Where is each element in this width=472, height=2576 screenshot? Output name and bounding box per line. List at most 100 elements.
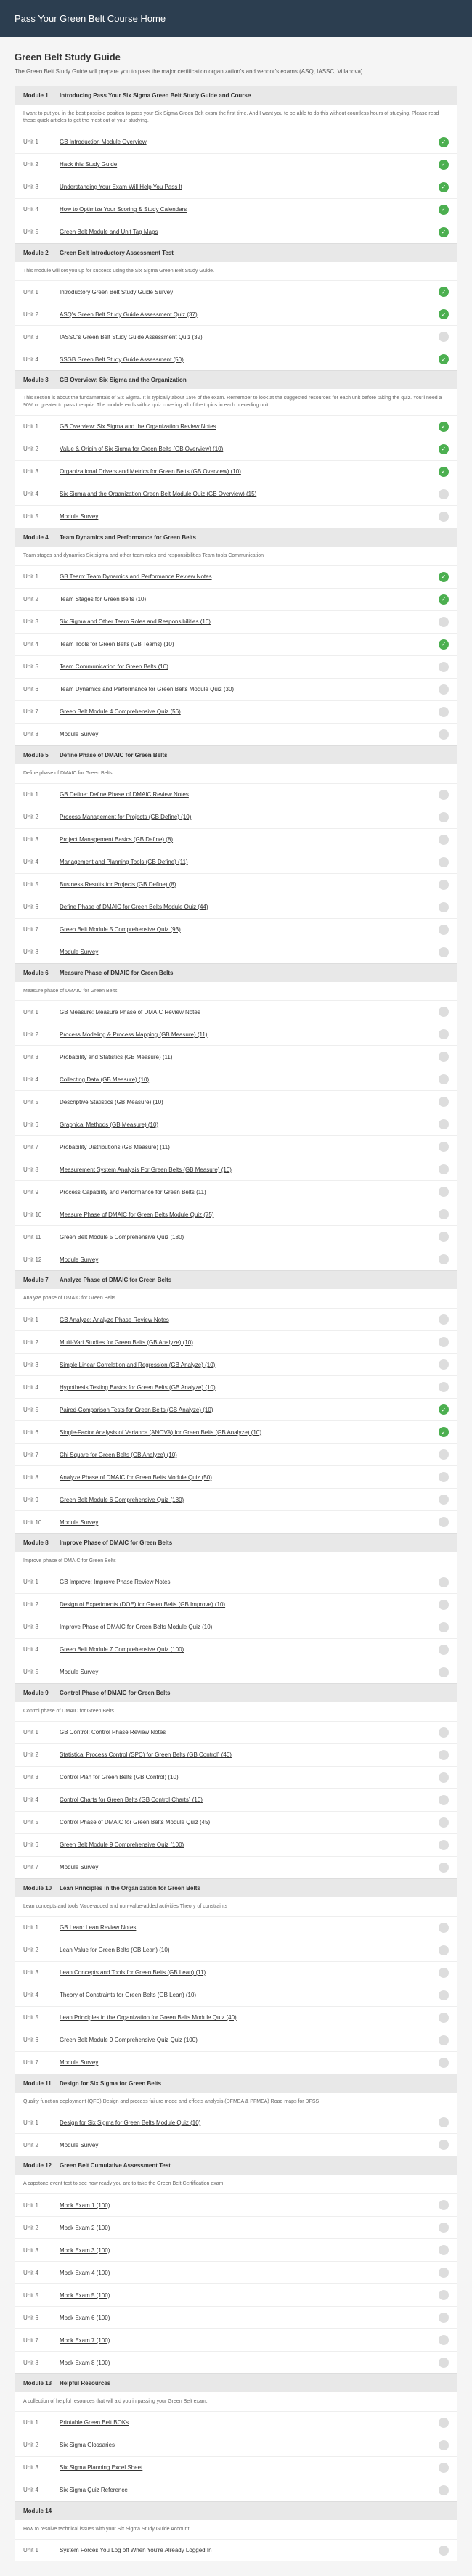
module-header[interactable]: Module 14 <box>15 2501 457 2520</box>
unit-link[interactable]: Control Phase of DMAIC for Green Belts M… <box>60 1819 439 1825</box>
unit-link[interactable]: GB Improve: Improve Phase Review Notes <box>60 1579 439 1585</box>
unit-link[interactable]: Process Modeling & Process Mapping (GB M… <box>60 1031 439 1038</box>
unit-link[interactable]: Mock Exam 2 (100) <box>60 2225 439 2231</box>
unit-link[interactable]: Process Capability and Performance for G… <box>60 1189 439 1195</box>
unit-link[interactable]: How to Optimize Your Scoring & Study Cal… <box>60 206 439 213</box>
unit-link[interactable]: Lean Principles in the Organization for … <box>60 2014 439 2021</box>
unit-link[interactable]: Team Tools for Green Belts (GB Teams) (1… <box>60 641 439 647</box>
unit-link[interactable]: GB Measure: Measure Phase of DMAIC Revie… <box>60 1009 439 1015</box>
unit-link[interactable]: Green Belt Module 5 Comprehensive Quiz (… <box>60 1234 439 1240</box>
module-header[interactable]: Module 7Analyze Phase of DMAIC for Green… <box>15 1270 457 1289</box>
unit-link[interactable]: Hack this Study Guide <box>60 161 439 168</box>
unit-link[interactable]: Business Results for Projects (GB Define… <box>60 881 439 888</box>
unit-link[interactable]: GB Define: Define Phase of DMAIC Review … <box>60 791 439 798</box>
unit-link[interactable]: Lean Value for Green Belts (GB Lean) (10… <box>60 1947 439 1953</box>
unit-link[interactable]: Project Management Basics (GB Define) (8… <box>60 836 439 843</box>
unit-link[interactable]: Mock Exam 3 (100) <box>60 2247 439 2254</box>
module-header[interactable]: Module 11Design for Six Sigma for Green … <box>15 2074 457 2093</box>
unit-link[interactable]: Six Sigma Quiz Reference <box>60 2487 439 2493</box>
module-header[interactable]: Module 1Introducing Pass Your Six Sigma … <box>15 86 457 105</box>
module-header[interactable]: Module 2Green Belt Introductory Assessme… <box>15 243 457 262</box>
unit-link[interactable]: Green Belt Module and Unit Tag Maps <box>60 229 439 235</box>
unit-link[interactable]: Improve Phase of DMAIC for Green Belts M… <box>60 1624 439 1630</box>
unit-link[interactable]: Six Sigma Planning Excel Sheet <box>60 2464 439 2471</box>
unit-link[interactable]: Module Survey <box>60 1519 439 1526</box>
unit-link[interactable]: Simple Linear Correlation and Regression… <box>60 1362 439 1368</box>
unit-link[interactable]: Module Survey <box>60 513 439 520</box>
unit-link[interactable]: Value & Origin of Six Sigma for Green Be… <box>60 446 439 452</box>
unit-link[interactable]: Probability and Statistics (GB Measure) … <box>60 1054 439 1060</box>
unit-link[interactable]: Green Belt Module 5 Comprehensive Quiz (… <box>60 926 439 933</box>
unit-link[interactable]: Lean Concepts and Tools for Green Belts … <box>60 1969 439 1976</box>
unit-link[interactable]: Introductory Green Belt Study Guide Surv… <box>60 289 439 295</box>
unit-link[interactable]: Module Survey <box>60 2059 439 2066</box>
unit-link[interactable]: Green Belt Module 4 Comprehensive Quiz (… <box>60 708 439 715</box>
unit-link[interactable]: Module Survey <box>60 731 439 737</box>
unit-link[interactable]: GB Overview: Six Sigma and the Organizat… <box>60 423 439 430</box>
module-header[interactable]: Module 4Team Dynamics and Performance fo… <box>15 528 457 547</box>
unit-link[interactable]: Single-Factor Analysis of Variance (ANOV… <box>60 1429 439 1436</box>
unit-link[interactable]: Six Sigma and Other Team Roles and Respo… <box>60 618 439 625</box>
unit-link[interactable]: Descriptive Statistics (GB Measure) (10) <box>60 1099 439 1105</box>
unit-link[interactable]: Mock Exam 8 (100) <box>60 2360 439 2366</box>
unit-link[interactable]: Graphical Methods (GB Measure) (10) <box>60 1121 439 1128</box>
unit-link[interactable]: Statistical Process Control (SPC) for Gr… <box>60 1751 439 1758</box>
unit-link[interactable]: Mock Exam 6 (100) <box>60 2315 439 2321</box>
unit-link[interactable]: Paired-Comparison Tests for Green Belts … <box>60 1407 439 1413</box>
unit-link[interactable]: GB Lean: Lean Review Notes <box>60 1924 439 1931</box>
unit-link[interactable]: Design for Six Sigma for Green Belts Mod… <box>60 2119 439 2126</box>
unit-link[interactable]: SSGB Green Belt Study Guide Assessment (… <box>60 356 439 363</box>
unit-link[interactable]: System Forces You Log off When You're Al… <box>60 2547 439 2553</box>
module-header[interactable]: Module 13Helpful Resources <box>15 2373 457 2392</box>
unit-link[interactable]: GB Team: Team Dynamics and Performance R… <box>60 573 439 580</box>
unit-link[interactable]: Six Sigma and the Organization Green Bel… <box>60 491 439 497</box>
unit-link[interactable]: Hypothesis Testing Basics for Green Belt… <box>60 1384 439 1391</box>
unit-link[interactable]: GB Introduction Module Overview <box>60 139 439 145</box>
unit-link[interactable]: Module Survey <box>60 1256 439 1263</box>
unit-link[interactable]: Module Survey <box>60 1669 439 1675</box>
unit-link[interactable]: Management and Planning Tools (GB Define… <box>60 859 439 865</box>
unit-link[interactable]: Process Management for Projects (GB Defi… <box>60 814 439 820</box>
unit-link[interactable]: Collecting Data (GB Measure) (10) <box>60 1076 439 1083</box>
unit-link[interactable]: Mock Exam 1 (100) <box>60 2202 439 2209</box>
unit-link[interactable]: Module Survey <box>60 949 439 955</box>
unit-link[interactable]: GB Analyze: Analyze Phase Review Notes <box>60 1317 439 1323</box>
unit-link[interactable]: Theory of Constraints for Green Belts (G… <box>60 1992 439 1998</box>
unit-link[interactable]: Analyze Phase of DMAIC for Green Belts M… <box>60 1474 439 1481</box>
unit-link[interactable]: Green Belt Module 7 Comprehensive Quiz (… <box>60 1646 439 1653</box>
unit-link[interactable]: Module Survey <box>60 1864 439 1870</box>
unit-link[interactable]: Green Belt Module 6 Comprehensive Quiz (… <box>60 1497 439 1503</box>
unit-link[interactable]: Mock Exam 4 (100) <box>60 2270 439 2276</box>
module-header[interactable]: Module 6Measure Phase of DMAIC for Green… <box>15 963 457 982</box>
module-header[interactable]: Module 10Lean Principles in the Organiza… <box>15 1878 457 1897</box>
module-header[interactable]: Module 8Improve Phase of DMAIC for Green… <box>15 1533 457 1552</box>
unit-link[interactable]: Define Phase of DMAIC for Green Belts Mo… <box>60 904 439 910</box>
unit-link[interactable]: Team Communication for Green Belts (10) <box>60 663 439 670</box>
unit-link[interactable]: ASQ's Green Belt Study Guide Assessment … <box>60 311 439 318</box>
module-header[interactable]: Module 12Green Belt Cumulative Assessmen… <box>15 2156 457 2175</box>
unit-link[interactable]: Team Stages for Green Belts (10) <box>60 596 439 602</box>
unit-link[interactable]: Multi-Vari Studies for Green Belts (GB A… <box>60 1339 439 1346</box>
unit-link[interactable]: Organizational Drivers and Metrics for G… <box>60 468 439 475</box>
unit-link[interactable]: GB Control: Control Phase Review Notes <box>60 1729 439 1735</box>
unit-link[interactable]: Green Belt Module 9 Comprehensive Quiz (… <box>60 1841 439 1848</box>
unit-link[interactable]: Understanding Your Exam Will Help You Pa… <box>60 184 439 190</box>
unit-link[interactable]: Chi Square for Green Belts (GB Analyze) … <box>60 1452 439 1458</box>
unit-link[interactable]: Team Dynamics and Performance for Green … <box>60 686 439 692</box>
module-header[interactable]: Module 5Define Phase of DMAIC for Green … <box>15 745 457 764</box>
unit-link[interactable]: IASSC's Green Belt Study Guide Assessmen… <box>60 334 439 340</box>
module-header[interactable]: Module 3GB Overview: Six Sigma and the O… <box>15 370 457 389</box>
unit-link[interactable]: Control Charts for Green Belts (GB Contr… <box>60 1796 439 1803</box>
unit-link[interactable]: Design of Experiments (DOE) for Green Be… <box>60 1601 439 1608</box>
unit-link[interactable]: Mock Exam 5 (100) <box>60 2292 439 2299</box>
unit-link[interactable]: Green Belt Module 9 Comprehensive Quiz Q… <box>60 2037 439 2043</box>
unit-link[interactable]: Printable Green Belt BOKs <box>60 2419 439 2426</box>
unit-link[interactable]: Module Survey <box>60 2142 439 2148</box>
unit-link[interactable]: Six Sigma Glossaries <box>60 2442 439 2448</box>
unit-link[interactable]: Mock Exam 7 (100) <box>60 2337 439 2344</box>
unit-link[interactable]: Measurement System Analysis For Green Be… <box>60 1166 439 1173</box>
unit-link[interactable]: Measure Phase of DMAIC for Green Belts M… <box>60 1211 439 1218</box>
unit-link[interactable]: Probability Distributions (GB Measure) (… <box>60 1144 439 1150</box>
unit-link[interactable]: Control Plan for Green Belts (GB Control… <box>60 1774 439 1780</box>
module-header[interactable]: Module 9Control Phase of DMAIC for Green… <box>15 1683 457 1702</box>
